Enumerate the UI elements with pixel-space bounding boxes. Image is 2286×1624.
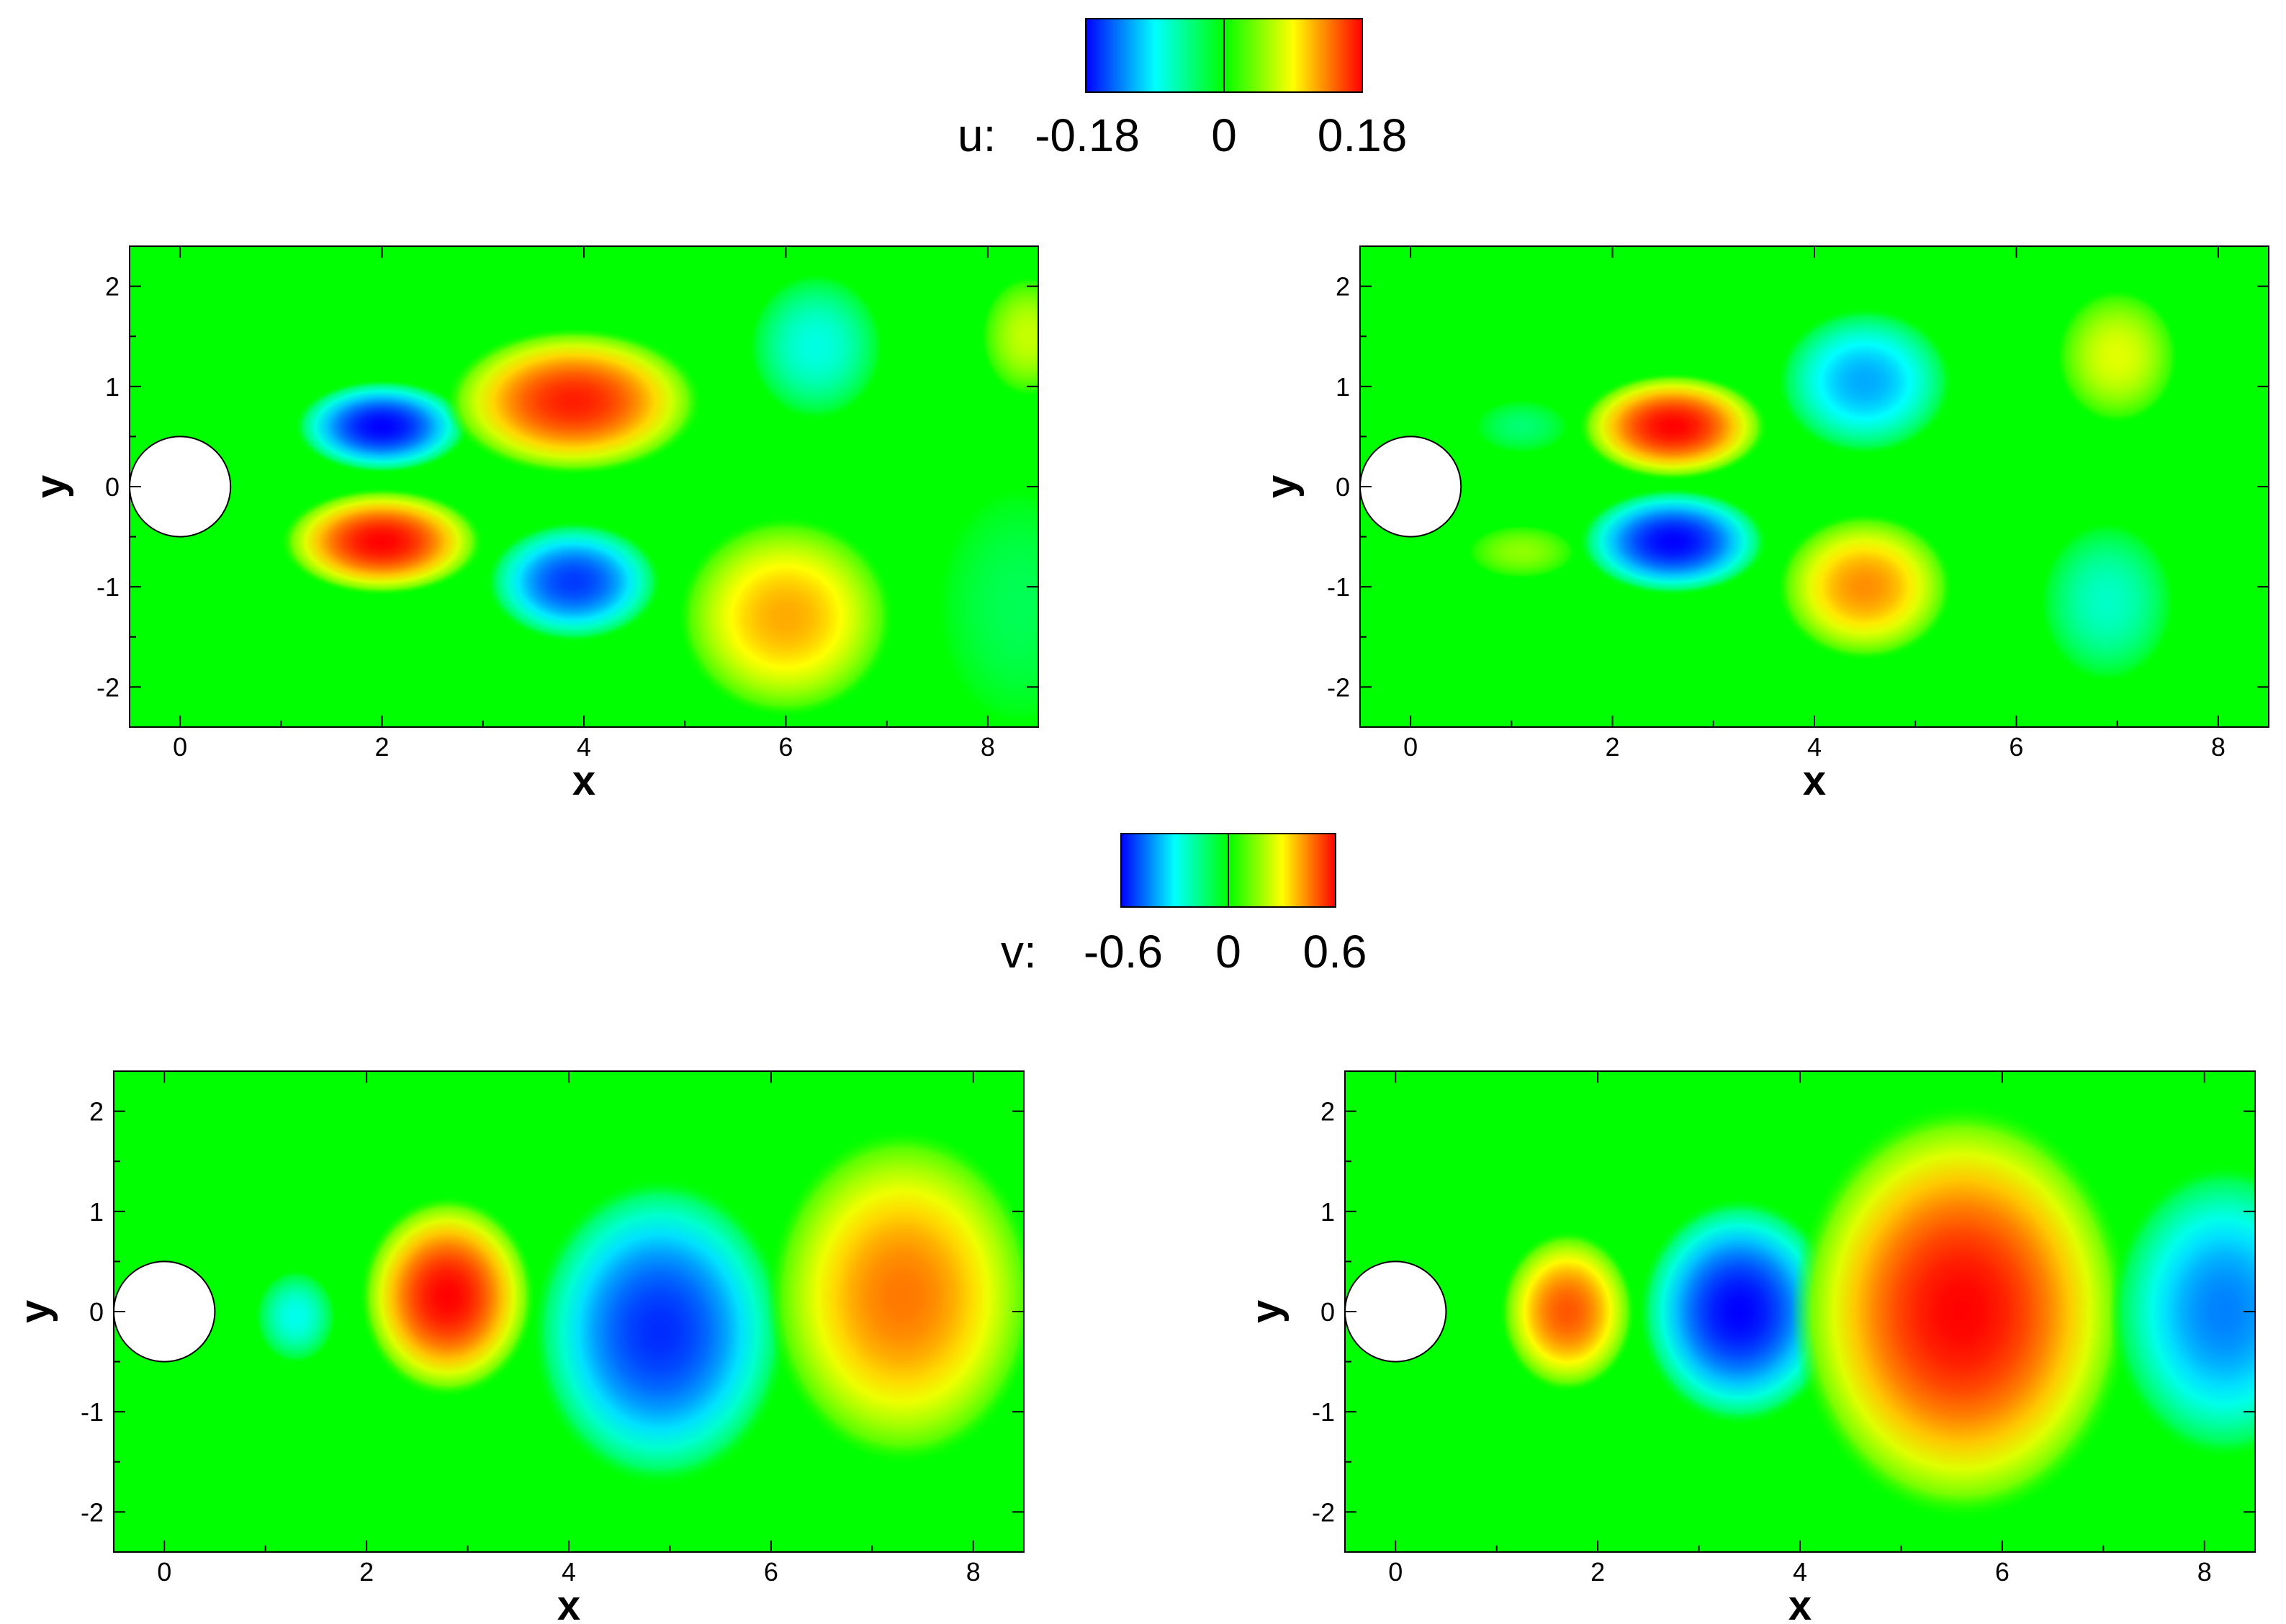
x-tick-label: 0 bbox=[173, 732, 187, 762]
y-tick-label: 2 bbox=[1320, 1097, 1335, 1127]
y-axis-label: y bbox=[1243, 1300, 1290, 1323]
colorbar-v-tick-zero: 0 bbox=[1215, 926, 1241, 978]
y-tick-label: -2 bbox=[96, 672, 120, 702]
x-tick-label: 2 bbox=[1606, 732, 1620, 762]
x-tick-label: 6 bbox=[778, 732, 793, 762]
colorbar-u-tick-zero: 0 bbox=[1211, 109, 1237, 161]
cylinder-obstacle bbox=[1359, 436, 1462, 538]
vortex-feature bbox=[677, 515, 895, 718]
colorbar-u-tick-max: 0.18 bbox=[1318, 109, 1408, 161]
vortex-feature bbox=[980, 275, 1038, 397]
y-tick-label: -2 bbox=[1312, 1497, 1335, 1527]
y-axis-label: y bbox=[1258, 475, 1305, 498]
x-axis-label: x bbox=[1803, 757, 1826, 804]
vortex-feature bbox=[2038, 520, 2176, 683]
x-tick-label: 6 bbox=[764, 1557, 778, 1587]
cylinder-obstacle bbox=[113, 1260, 216, 1363]
cylinder-obstacle bbox=[1344, 1260, 1447, 1363]
x-tick-label: 6 bbox=[1995, 1557, 2010, 1587]
cylinder-obstacle bbox=[129, 436, 232, 538]
contour-panel-3: 0 2 4 6 8 -2 -1 0 1 2 x y bbox=[12, 1070, 1025, 1624]
x-tick-label: 4 bbox=[1807, 732, 1822, 762]
y-tick-label: 0 bbox=[89, 1297, 104, 1327]
x-tick-label: 8 bbox=[2211, 732, 2226, 762]
y-tick-label: 1 bbox=[1336, 372, 1350, 402]
vortex-feature bbox=[936, 484, 1038, 727]
contour-panels: 0 2 4 6 8 -2 -1 0 1 2 x y 0 2 4 6 8 -2 -1 0 1 2 x y 0 2 4 6 8 -2 -1 0 1 2… bbox=[12, 245, 2269, 1624]
y-tick-label: -1 bbox=[81, 1397, 104, 1427]
y-tick-label: -1 bbox=[96, 572, 120, 602]
colorbar-v-label: v: bbox=[1001, 926, 1037, 978]
vortex-feature bbox=[747, 271, 885, 421]
vortex-feature bbox=[1499, 1230, 1636, 1393]
x-tick-label: 4 bbox=[577, 732, 591, 762]
vortex-feature bbox=[1637, 1196, 1842, 1427]
vortex-feature bbox=[359, 1195, 536, 1399]
vortex-feature bbox=[485, 520, 663, 643]
y-tick-label: 0 bbox=[1320, 1297, 1335, 1327]
colorbar-u-tick-min: -0.18 bbox=[1035, 109, 1140, 161]
contour-panel-1: 0 2 4 6 8 -2 -1 0 1 2 x y bbox=[27, 245, 1039, 804]
y-axis-label: y bbox=[27, 475, 74, 498]
vortex-feature bbox=[444, 327, 703, 477]
x-tick-label: 8 bbox=[2197, 1557, 2212, 1587]
y-tick-label: -1 bbox=[1327, 572, 1350, 602]
x-tick-label: 2 bbox=[359, 1557, 374, 1587]
x-tick-label: 0 bbox=[1388, 1557, 1403, 1587]
y-tick-label: -2 bbox=[81, 1497, 104, 1527]
contour-panel-2: 0 2 4 6 8 -2 -1 0 1 2 x y bbox=[1258, 245, 2269, 804]
y-tick-label: 1 bbox=[1320, 1197, 1335, 1227]
x-tick-label: 4 bbox=[1793, 1557, 1807, 1587]
vortex-feature bbox=[293, 379, 471, 474]
x-axis-label: x bbox=[1788, 1582, 1812, 1624]
x-tick-label: 8 bbox=[966, 1557, 981, 1587]
vortex-feature bbox=[1776, 512, 1954, 662]
vortex-feature bbox=[2108, 1163, 2255, 1461]
vortex-feature bbox=[1578, 487, 1769, 596]
vortex-feature bbox=[1776, 307, 1954, 456]
x-tick-label: 4 bbox=[562, 1557, 576, 1587]
x-axis-label: x bbox=[572, 757, 595, 804]
y-tick-label: 2 bbox=[1336, 272, 1350, 302]
x-tick-label: 2 bbox=[1590, 1557, 1605, 1587]
y-tick-label: 0 bbox=[105, 472, 120, 502]
vortex-feature bbox=[279, 487, 485, 596]
y-axis-label: y bbox=[12, 1300, 58, 1323]
colorbar-u: u: -0.18 0 0.18 bbox=[958, 18, 1408, 161]
x-tick-label: 8 bbox=[981, 732, 995, 762]
contour-panel-4: 0 2 4 6 8 -2 -1 0 1 2 x y bbox=[1243, 1070, 2256, 1624]
vortex-feature bbox=[1474, 399, 1570, 454]
vortex-feature bbox=[2056, 289, 2179, 425]
colorbar-v-tick-max: 0.6 bbox=[1303, 926, 1367, 978]
vortex-feature bbox=[254, 1269, 337, 1364]
colorbar-v-tick-min: -0.6 bbox=[1084, 926, 1163, 978]
y-tick-label: -2 bbox=[1327, 672, 1350, 702]
vortex-feature bbox=[1578, 372, 1769, 481]
x-tick-label: 2 bbox=[375, 732, 390, 762]
y-tick-label: 1 bbox=[89, 1197, 104, 1227]
vortex-feature bbox=[1791, 1101, 2133, 1522]
colorbar-u-label: u: bbox=[958, 109, 996, 161]
colorbar-v: v: -0.6 0 0.6 bbox=[1001, 833, 1367, 978]
x-tick-label: 0 bbox=[1403, 732, 1418, 762]
x-tick-label: 6 bbox=[2009, 732, 2023, 762]
x-axis-label: x bbox=[557, 1582, 580, 1624]
y-tick-label: -1 bbox=[1312, 1397, 1335, 1427]
y-tick-label: 0 bbox=[1336, 472, 1350, 502]
y-tick-label: 1 bbox=[105, 372, 120, 402]
vortex-feature bbox=[1467, 524, 1577, 579]
y-tick-label: 2 bbox=[105, 272, 120, 302]
vortex-feature bbox=[530, 1176, 790, 1487]
vortex-feature bbox=[765, 1127, 1024, 1466]
panel-background bbox=[130, 246, 1038, 727]
x-tick-label: 0 bbox=[157, 1557, 171, 1587]
y-tick-label: 2 bbox=[89, 1097, 104, 1127]
